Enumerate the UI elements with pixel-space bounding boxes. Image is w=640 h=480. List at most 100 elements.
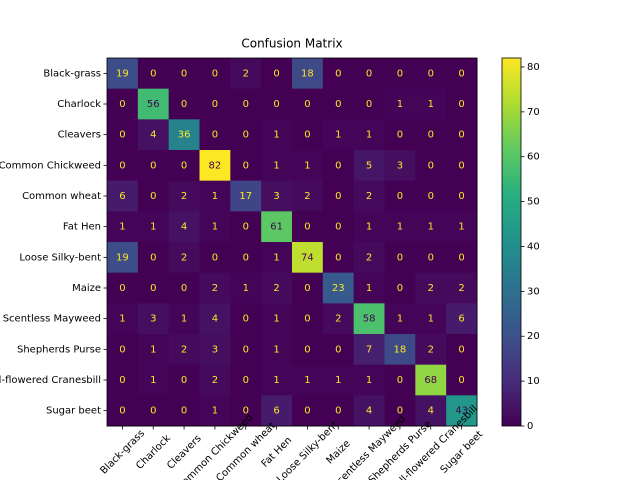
cell (230, 180, 262, 212)
cell (292, 334, 324, 366)
cell (168, 211, 200, 243)
cell-label: 1 (428, 222, 434, 233)
cell-label: 0 (335, 99, 341, 110)
cell-label: 0 (243, 314, 249, 325)
cell (322, 180, 355, 212)
cell-label: 2 (335, 314, 341, 325)
cell-label: 0 (335, 344, 341, 355)
cell-label: 0 (181, 406, 187, 417)
cell (353, 242, 385, 274)
cell (230, 58, 262, 90)
cell-label: 0 (458, 252, 464, 263)
cell-label: 0 (397, 283, 403, 294)
y-tick-label: Black-grass (43, 68, 101, 79)
cell-label: 0 (304, 222, 310, 233)
cell-label: 1 (150, 222, 156, 233)
cell (199, 180, 231, 212)
cell-label: 1 (458, 222, 464, 233)
cell (107, 395, 139, 427)
cell (137, 303, 170, 335)
cell (292, 242, 324, 274)
cell-label: 61 (270, 222, 283, 233)
cell-label: 0 (304, 99, 310, 110)
cell-label: 1 (428, 314, 434, 325)
cell (292, 395, 324, 427)
cell (107, 303, 139, 335)
cell-label: 0 (304, 344, 310, 355)
cell (168, 395, 200, 427)
cell-label: 1 (366, 283, 372, 294)
cell (446, 242, 478, 274)
cell (230, 88, 262, 120)
cell (230, 211, 262, 243)
cell (199, 211, 231, 243)
cell (230, 119, 262, 151)
cell-label: 19 (116, 68, 129, 79)
cell (137, 88, 170, 120)
cell (292, 150, 324, 182)
cell-label: 1 (273, 314, 279, 325)
cell-label: 23 (332, 283, 345, 294)
cell-label: 0 (458, 375, 464, 386)
cell-label: 0 (150, 406, 156, 417)
cell (353, 150, 385, 182)
cell-label: 0 (335, 406, 341, 417)
cell (292, 303, 324, 335)
cell-label: 1 (366, 222, 372, 233)
cell (230, 303, 262, 335)
cell (384, 303, 416, 335)
cell (199, 150, 231, 182)
cell-label: 56 (147, 99, 160, 110)
colorbar-tick-label: 10 (527, 376, 540, 387)
cell (322, 242, 355, 274)
cell (199, 334, 231, 366)
cell (384, 88, 416, 120)
cell-label: 0 (304, 283, 310, 294)
cell (446, 58, 478, 90)
cell (384, 150, 416, 182)
cell (107, 364, 139, 396)
chart-title: Confusion Matrix (241, 37, 342, 51)
cell-label: 1 (304, 375, 310, 386)
cell (168, 303, 200, 335)
cell (384, 119, 416, 151)
y-tick-label: Fat Hen (63, 222, 101, 233)
y-tick-label: Loose Silky-bent (19, 252, 101, 263)
cell (415, 242, 447, 274)
cell-label: 6 (458, 314, 464, 325)
cell-label: 1 (212, 191, 218, 202)
cell (199, 272, 231, 304)
cell (261, 180, 293, 212)
cell (415, 272, 447, 304)
cell (415, 58, 447, 90)
cell-label: 1 (397, 222, 403, 233)
cell (415, 303, 447, 335)
cell (261, 58, 293, 90)
cell-label: 0 (243, 130, 249, 141)
cell-label: 4 (150, 130, 156, 141)
cell-label: 36 (178, 130, 191, 141)
y-tick-label: Shepherds Purse (17, 344, 101, 355)
cell (199, 58, 231, 90)
cell (415, 395, 447, 427)
cell-label: 1 (366, 375, 372, 386)
cell (322, 150, 355, 182)
y-tick-label: Charlock (57, 99, 101, 110)
cell-label: 0 (243, 222, 249, 233)
cell (353, 272, 385, 304)
colorbar-tick-label: 80 (527, 62, 540, 73)
cell-label: 2 (428, 344, 434, 355)
colorbar-tick-label: 50 (527, 197, 540, 208)
cell-label: 0 (335, 222, 341, 233)
cell (107, 180, 139, 212)
cell-label: 0 (273, 99, 279, 110)
cell-label: 1 (119, 314, 125, 325)
cell (292, 364, 324, 396)
cell-label: 0 (181, 99, 187, 110)
cell-label: 0 (458, 191, 464, 202)
cell-label: 2 (273, 283, 279, 294)
cell (107, 88, 139, 120)
cell (168, 58, 200, 90)
cell-label: 0 (181, 283, 187, 294)
cell (384, 334, 416, 366)
